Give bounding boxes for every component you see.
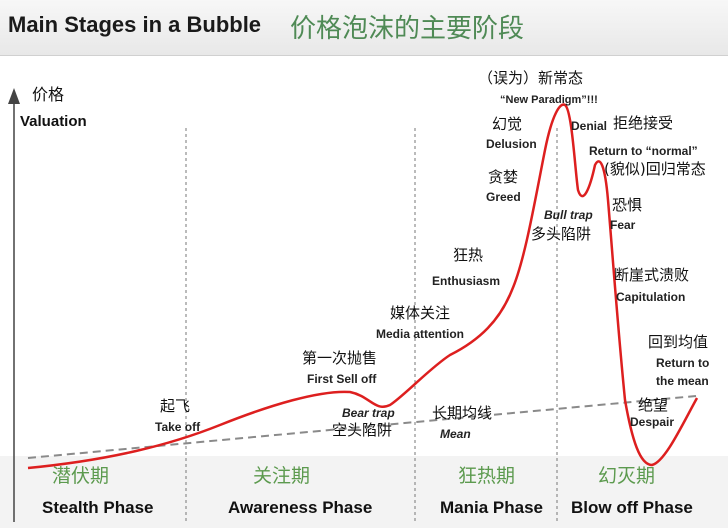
- denial-label-zh: 拒绝接受: [613, 114, 674, 132]
- delusion-label-en: Delusion: [486, 137, 537, 151]
- take-off-label-zh: 起飞: [160, 397, 191, 415]
- first-sell-off-label-zh: 第一次抛售: [302, 349, 378, 367]
- media-attention-label-zh: 媒体关注: [390, 304, 451, 322]
- return-normal-label-zh: (貌似)回归常态: [604, 160, 706, 178]
- first-sell-off-label-en: First Sell off: [307, 372, 377, 386]
- y-axis-label-english: Valuation: [20, 113, 87, 130]
- phase-mania-zh: 狂热期: [458, 465, 516, 487]
- phase-awareness-en: Awareness Phase: [228, 498, 373, 517]
- greed-label-en: Greed: [486, 190, 521, 204]
- new-paradigm-label-zh: （误为）新常态: [478, 69, 584, 87]
- return-mean-label-en-1: Return to: [656, 356, 710, 370]
- phase-stealth-en: Stealth Phase: [42, 498, 154, 517]
- phase-band: [0, 456, 728, 528]
- enthusiasm-label-en: Enthusiasm: [432, 274, 501, 288]
- denial-label-en: Denial: [571, 119, 608, 133]
- return-mean-label-en-2: the mean: [656, 374, 709, 388]
- phase-stealth-zh: 潜伏期: [52, 465, 110, 487]
- title-english: Main Stages in a Bubble: [8, 12, 262, 37]
- take-off-label-en: Take off: [155, 420, 201, 434]
- phase-mania-en: Mania Phase: [440, 498, 543, 517]
- capitulation-label-zh: 断崖式溃败: [614, 266, 690, 284]
- return-mean-label-zh: 回到均值: [648, 333, 709, 351]
- phase-blowoff-zh: 幻灭期: [598, 465, 656, 487]
- new-paradigm-label-en: “New Paradigm”!!!: [500, 94, 598, 106]
- return-normal-label-en: Return to “normal”: [589, 144, 698, 158]
- header-bar: Main Stages in a Bubble 价格泡沫的主要阶段: [0, 0, 728, 56]
- fear-label-en: Fear: [610, 218, 636, 232]
- bear-trap-label-en: Bear trap: [342, 406, 395, 420]
- bull-trap-label-en: Bull trap: [544, 208, 593, 222]
- delusion-label-zh: 幻觉: [492, 115, 523, 133]
- y-axis-arrow: [8, 88, 20, 104]
- media-attention-label-en: Media attention: [376, 327, 465, 341]
- mean-trend-line: [27, 395, 697, 459]
- bubble-price-curve: [27, 103, 699, 470]
- mean-label-zh: 长期均线: [432, 404, 493, 422]
- enthusiasm-label-zh: 狂热: [453, 246, 484, 264]
- greed-label-zh: 贪婪: [488, 168, 519, 186]
- mean-label-en: Mean: [440, 427, 471, 441]
- phase-blowoff-en: Blow off Phase: [571, 498, 693, 517]
- bull-trap-label-zh: 多头陷阱: [531, 225, 592, 243]
- despair-label-en: Despair: [630, 415, 675, 429]
- despair-label-zh: 绝望: [638, 396, 669, 414]
- phase-awareness-zh: 关注期: [253, 465, 311, 487]
- title-chinese: 价格泡沫的主要阶段: [290, 14, 525, 44]
- y-axis-label-chinese: 价格: [32, 85, 65, 104]
- fear-label-zh: 恐惧: [612, 196, 643, 214]
- bear-trap-label-zh: 空头陷阱: [332, 421, 393, 439]
- capitulation-label-en: Capitulation: [616, 290, 686, 304]
